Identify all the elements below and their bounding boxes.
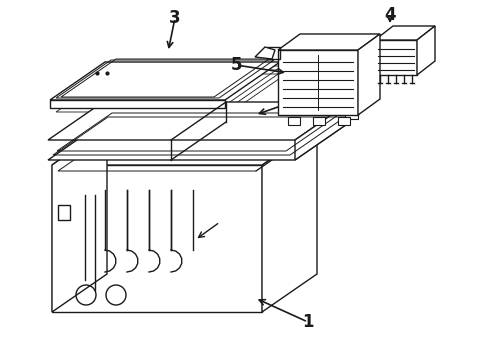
Text: 1: 1	[302, 313, 314, 331]
Polygon shape	[338, 117, 350, 125]
Polygon shape	[52, 165, 262, 312]
Polygon shape	[295, 102, 350, 160]
Polygon shape	[358, 34, 380, 115]
Polygon shape	[255, 47, 275, 59]
Polygon shape	[278, 50, 358, 115]
Polygon shape	[313, 117, 325, 125]
Polygon shape	[288, 117, 300, 125]
Polygon shape	[278, 34, 380, 50]
Polygon shape	[50, 62, 280, 100]
Polygon shape	[52, 127, 317, 165]
Text: 4: 4	[384, 6, 396, 24]
Polygon shape	[345, 105, 358, 119]
Text: 5: 5	[230, 56, 242, 74]
Polygon shape	[417, 26, 435, 75]
Polygon shape	[262, 127, 317, 312]
Polygon shape	[52, 127, 107, 312]
Polygon shape	[375, 40, 417, 75]
Text: 3: 3	[169, 9, 181, 27]
Polygon shape	[48, 102, 350, 140]
Text: 2: 2	[292, 91, 304, 109]
Polygon shape	[48, 122, 350, 160]
Polygon shape	[375, 26, 435, 40]
Polygon shape	[50, 100, 225, 108]
